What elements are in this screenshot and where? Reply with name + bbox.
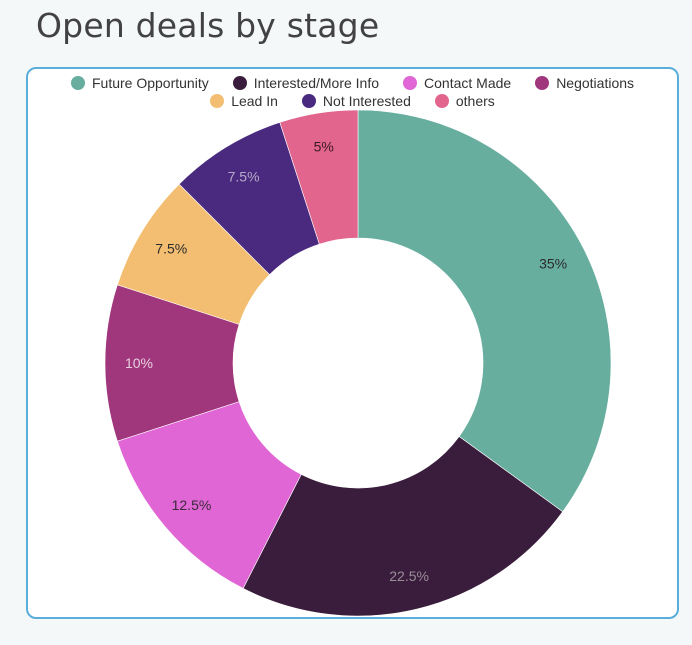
legend-label: Future Opportunity (91, 75, 209, 91)
legend-label: Negotiations (556, 75, 635, 91)
legend-item[interactable]: Negotiations (535, 75, 634, 91)
legend-label: others (455, 93, 495, 109)
slice-value-label: 12.5% (172, 497, 212, 513)
legend-item[interactable]: others (434, 93, 495, 109)
legend-swatch-icon (403, 76, 418, 90)
slice-value-label: 10% (125, 355, 153, 371)
donut-chart: 35% 22.5% 12.5% 10% 7.5% 7.5% 5% (104, 109, 612, 617)
slice-value-label: 22.5% (389, 568, 429, 584)
legend-label: Lead In (231, 93, 278, 109)
legend-swatch-icon (434, 94, 449, 108)
legend-item[interactable]: Lead In (210, 93, 278, 109)
legend-label: Not Interested (322, 93, 411, 109)
chart-card: Future Opportunity Interested/More Info Co… (26, 67, 679, 619)
slice-value-label: 7.5% (228, 168, 260, 184)
legend-swatch-icon (210, 94, 225, 108)
legend-swatch-icon (301, 94, 316, 108)
slice-value-label: 5% (314, 139, 334, 155)
legend-item[interactable]: Not Interested (301, 93, 411, 109)
legend-label: Interested/More Info (253, 75, 380, 91)
legend-swatch-icon (70, 76, 85, 90)
legend-swatch-icon (232, 76, 247, 90)
legend-item[interactable]: Interested/More Info (232, 75, 380, 91)
chart-legend: Future Opportunity Interested/More Info Co… (28, 74, 677, 110)
slice-value-label: 35% (539, 256, 567, 272)
legend-swatch-icon (535, 76, 550, 90)
slice-value-label: 7.5% (155, 241, 187, 257)
legend-item[interactable]: Contact Made (403, 75, 511, 91)
chart-title: Open deals by stage (36, 6, 380, 45)
legend-label: Contact Made (424, 75, 512, 91)
donut-slice[interactable] (357, 109, 612, 513)
donut-slice[interactable] (242, 436, 564, 617)
legend-item[interactable]: Future Opportunity (70, 75, 209, 91)
legend-row: Future Opportunity Interested/More Info Co… (59, 74, 646, 92)
donut-slice[interactable] (279, 109, 359, 245)
legend-row: Lead In Not Interested others (198, 92, 507, 110)
